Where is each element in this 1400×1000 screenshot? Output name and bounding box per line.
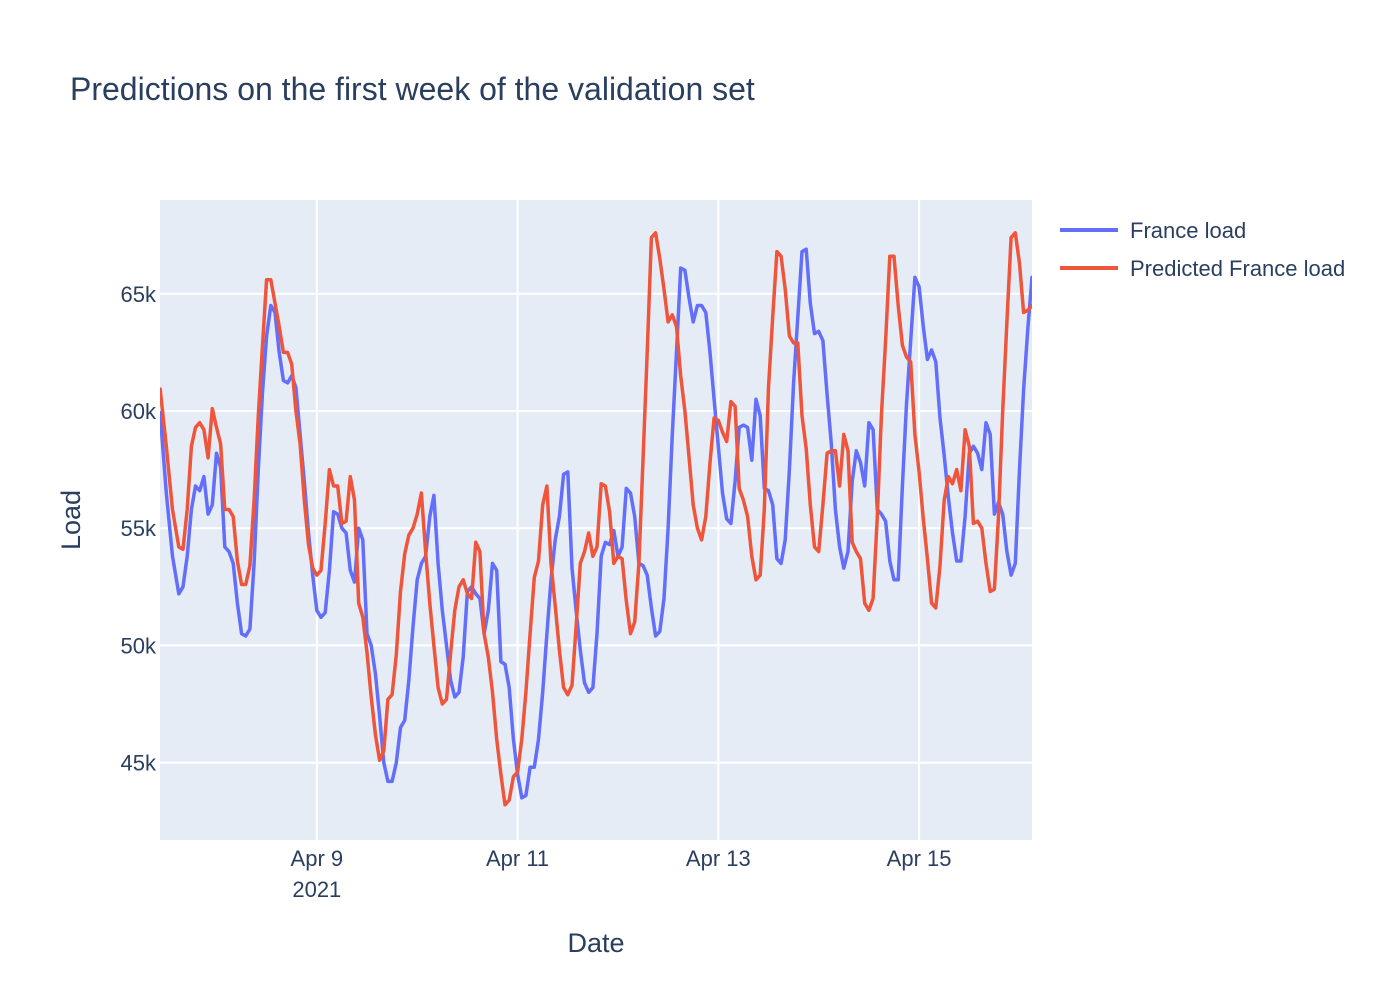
y-tick-label: 45k: [121, 751, 157, 776]
y-tick-label: 60k: [121, 399, 157, 424]
y-tick-label: 65k: [121, 282, 157, 307]
y-tick-label: 50k: [121, 633, 157, 658]
x-gridlines: [315, 200, 921, 840]
legend-label: Predicted France load: [1130, 256, 1345, 281]
x-axis-title: Date: [567, 928, 624, 958]
x-tick-label: Apr 11: [486, 846, 549, 871]
series-line-france-load[interactable]: [160, 247, 1061, 800]
legend-label: France load: [1130, 218, 1246, 243]
x-tick-sublabel: 2021: [292, 877, 341, 902]
x-tick-label: Apr 13: [686, 846, 751, 871]
y-tick-label: 55k: [121, 516, 157, 541]
legend: France load Predicted France load: [1060, 218, 1345, 281]
y-axis-ticks: 45k 50k 55k 60k 65k: [121, 282, 157, 776]
legend-item[interactable]: Predicted France load: [1060, 256, 1345, 281]
x-tick-label: Apr 9: [291, 846, 344, 871]
y-axis-title: Load: [56, 490, 86, 550]
legend-item[interactable]: France load: [1060, 218, 1246, 243]
x-axis-ticks: Apr 9 2021 Apr 11 Apr 13 Apr 15: [291, 846, 952, 902]
series-layer: [160, 231, 1061, 807]
series-line-predicted-france-load[interactable]: [160, 231, 1040, 807]
x-tick-label: Apr 15: [887, 846, 952, 871]
chart-title: Predictions on the first week of the val…: [70, 71, 755, 107]
